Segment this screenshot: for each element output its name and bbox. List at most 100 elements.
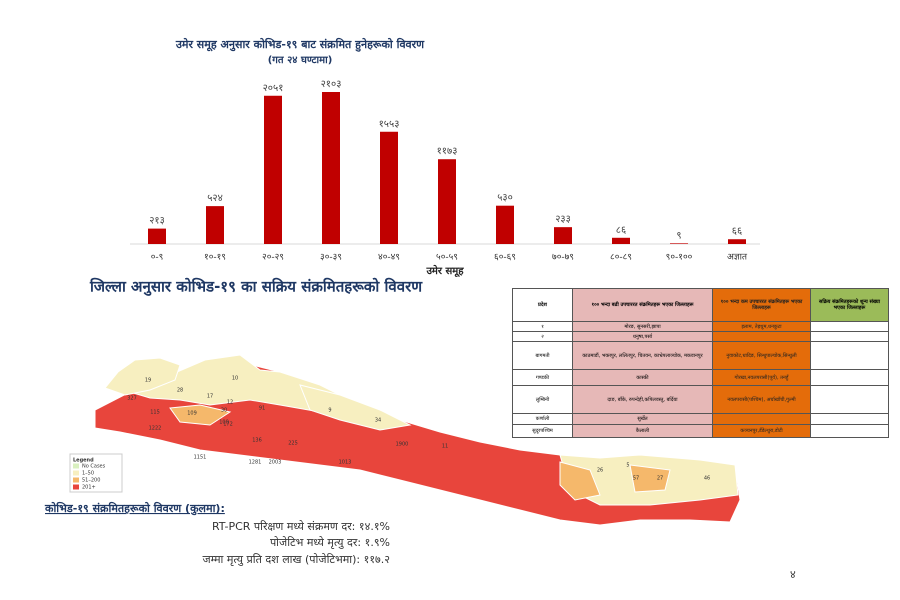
map-label: 34 (375, 418, 381, 424)
table-row: बागमती काठमाडौं, भक्तपुर, ललितपुर, चितवन,… (512, 341, 889, 370)
map-region (559, 461, 601, 501)
chart-title: उमेर समूह अनुसार कोभिड-१९ बाट संक्रमित ह… (175, 37, 425, 52)
x-tick-label: १०-१९ (204, 253, 226, 263)
table-cell: इलाम, तेह्रथुम,धनकुटा (712, 321, 811, 332)
header-cell: सक्रिय संक्रमितहरूको शून्य संख्या भएका ज… (810, 288, 889, 322)
map-region (169, 404, 232, 426)
table-cell: नवलपरासी(पश्चिम), अर्घाखाँची,गुल्मी (712, 385, 811, 414)
map-region (629, 464, 671, 493)
table-cell: काठमाडौं, भक्तपुर, ललितपुर, चितवन, काभ्र… (572, 341, 713, 370)
table-cell (810, 331, 889, 342)
map-label: 9 (328, 408, 331, 414)
x-tick-label: ७०-७९ (552, 253, 574, 263)
summary-line: RT-PCR परिक्षण मध्ये संक्रमण दर: १४.१% (211, 520, 390, 533)
table-row: सुदूरपश्चिम कैलाली कञ्चनपुर,डँडेल्धुरा,डोट… (512, 424, 889, 438)
table-cell: सुदूरपश्चिम (512, 424, 573, 438)
table-row: २ धनुषा,पर्सा (512, 331, 889, 342)
table-cell (810, 321, 889, 332)
header-cell: १०० भन्दा कम उपचाररत संक्रमितहरू भएका जि… (712, 288, 811, 322)
map-label: 225 (288, 441, 298, 447)
table-cell: दाङ, बाँके, रुपन्देही,कपिलवस्तु, बर्दिया (572, 385, 713, 414)
map-region (104, 357, 181, 396)
map-label: 1281 (249, 460, 262, 466)
value-label: २१३ (149, 216, 165, 227)
table-cell: लुम्बिनी (512, 385, 573, 414)
table-cell (810, 413, 889, 425)
table-body: १ मोरङ, सुनसरी,झापा इलाम, तेह्रथुम,धनकुटा २… (512, 321, 889, 438)
map-label: 17 (207, 394, 213, 400)
value-label: ६६ (732, 226, 742, 237)
header-cell: १०० भन्दा बढी उपचाररत संक्रमितहरू भएका ज… (572, 288, 713, 322)
x-tick-label: ८०-८९ (610, 253, 632, 263)
legend-title: Legend (73, 458, 94, 464)
header-cell: प्रदेश (512, 288, 573, 322)
map-label: 30 (221, 408, 227, 414)
map-label: 26 (597, 468, 603, 474)
legend-label: No Cases (82, 464, 106, 470)
page-number: ४ (790, 568, 796, 581)
map-label: 46 (704, 476, 710, 482)
bar (206, 206, 224, 244)
table-cell: कर्णाली (512, 413, 573, 425)
summary-line: पोजेटिभ मध्ये मृत्यु दर: १.९% (269, 536, 390, 549)
map-label: 100 (219, 420, 229, 426)
map-label: 327 (127, 396, 137, 402)
map-label: 27 (657, 476, 663, 482)
district-table: प्रदेश १०० भन्दा बढी उपचाररत संक्रमितहरू… (512, 288, 889, 438)
map-label: 10 (232, 376, 238, 382)
bar (264, 95, 282, 244)
bar (728, 239, 746, 244)
map-label: 12 (227, 400, 233, 406)
map-label: 5 (626, 463, 629, 469)
summary-line: जम्मा मृत्यु प्रति दश लाख (पोजेटिभमा): १… (202, 553, 391, 566)
table-cell: सुर्खेत (572, 413, 713, 425)
legend-label: 201+ (82, 485, 96, 491)
table-row: गण्डकी कास्की गोरखा,नवलपरासी(पूर्व), तनहुँ (512, 369, 889, 386)
legend-label: 1–50 (82, 471, 94, 477)
table-cell: नुवाकोट,धादिङ, सिन्धुपाल्चोक,सिन्धुली (712, 341, 811, 370)
table-cell: २ (512, 331, 573, 342)
table-cell: मोरङ, सुनसरी,झापा (572, 321, 713, 332)
x-tick-label: ४०-४९ (378, 253, 400, 263)
bar (554, 227, 572, 244)
bar (322, 92, 340, 244)
map-label: 1900 (396, 442, 409, 448)
map-label: 57 (633, 476, 639, 482)
value-label: १५५३ (379, 119, 400, 130)
value-label: २१०३ (321, 79, 342, 90)
map-label: 2003 (269, 460, 282, 466)
table-cell: १ (512, 321, 573, 332)
map-label: 115 (150, 410, 160, 416)
x-axis-label: उमेर समूह (425, 264, 464, 278)
map-label: 1151 (194, 455, 207, 461)
summary-heading: कोभिड-१९ संक्रमितहरूको विवरण (कुलमा): (44, 501, 225, 516)
value-label: २०५१ (263, 83, 284, 94)
table-cell (810, 385, 889, 414)
table-cell (712, 413, 811, 425)
x-tick-label: २०-२९ (262, 253, 284, 263)
map-label: 19 (145, 378, 151, 384)
map-label: 172 (223, 422, 233, 428)
legend-swatch (73, 463, 79, 469)
value-label: ५२४ (207, 193, 223, 204)
table-cell: गण्डकी (512, 369, 573, 386)
table-cell (810, 369, 889, 386)
table-cell: कैलाली (572, 424, 713, 438)
map-label: 1013 (339, 460, 352, 466)
bar (670, 243, 688, 244)
chart-subtitle: (गत २४ घण्टामा) (268, 55, 333, 66)
x-tick-label: ९०-१०० (666, 253, 693, 263)
map-region (299, 384, 412, 431)
map-label: 28 (177, 388, 183, 394)
x-tick-label: ३०-३९ (320, 253, 342, 263)
legend-swatch (73, 470, 79, 476)
map-label: 109 (187, 411, 197, 417)
bar (438, 159, 456, 244)
bar (496, 205, 514, 244)
section-title: जिल्ला अनुसार कोभिड-१९ का सक्रिय संक्रमि… (89, 278, 423, 297)
table-cell (810, 424, 889, 438)
table-header: प्रदेश १०० भन्दा बढी उपचाररत संक्रमितहरू… (512, 288, 889, 322)
value-label: ८६ (616, 225, 626, 236)
